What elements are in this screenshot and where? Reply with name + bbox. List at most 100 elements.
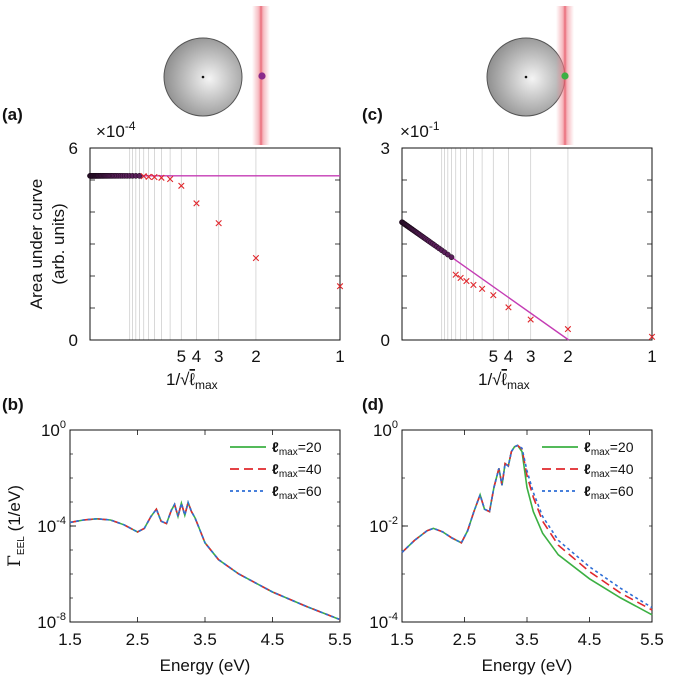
x-tick-label: 4.5 [578, 630, 602, 649]
crosses-a [140, 172, 344, 290]
data-cross [527, 316, 534, 323]
data-cross [463, 277, 470, 285]
data-cross [648, 333, 656, 340]
legend-label: ℓmax=20 [272, 439, 322, 458]
y-tick-label-0: 0 [69, 331, 78, 350]
legend-label: ℓmax=20 [584, 439, 634, 458]
x-tick-label: 3.5 [515, 630, 539, 649]
y-tick-label: 10-8 [37, 611, 66, 632]
series-line [69, 499, 341, 621]
y-tick-label-3: 3 [381, 139, 390, 158]
data-cross [457, 274, 464, 282]
legend-label: ℓmax=60 [584, 483, 634, 502]
y-tick-label-6: 6 [69, 139, 78, 158]
legend-d: ℓmax=20 ℓmax=40 ℓmax=60 [542, 439, 634, 502]
beam-dot-c [561, 72, 569, 80]
x-tick-label: 3 [526, 347, 535, 366]
svg-text:ΓEEL (1/eV): ΓEEL (1/eV) [5, 485, 27, 567]
y-multiplier-a: ×10-4 [96, 119, 136, 141]
crosses-c [452, 271, 656, 340]
y-tick-label: 10-2 [369, 515, 398, 536]
legend-label: ℓmax=40 [272, 461, 322, 480]
panel-letter-c: (c) [362, 105, 383, 124]
inset-a [163, 6, 270, 145]
beam-dot-a [258, 72, 266, 80]
series-line [401, 444, 653, 611]
x-tick-label: 4.5 [261, 630, 285, 649]
panel-letter-d: (d) [362, 395, 384, 414]
svg-text:Area under curve: Area under curve [27, 179, 46, 309]
dots-a [87, 172, 143, 179]
x-tick-label: 4 [504, 347, 513, 366]
series-lines-d [401, 444, 653, 616]
x-tick-label: 5.5 [328, 630, 352, 649]
dots-c [399, 219, 455, 261]
x-tick-label: 2 [251, 347, 260, 366]
x-tick-label: 2 [563, 347, 572, 366]
x-axis-label-a: 1/√ℓmax [166, 370, 218, 392]
series-line [69, 499, 341, 621]
data-cross [490, 292, 497, 299]
x-axis-label-c: 1/√ℓmax [478, 370, 530, 392]
y-tick-label: 100 [373, 419, 398, 440]
data-cross [564, 325, 572, 333]
gridlines-c [441, 148, 653, 340]
data-dot [448, 254, 455, 261]
data-cross [470, 281, 477, 289]
data-cross [336, 283, 344, 290]
x-tick-label: 5 [489, 347, 498, 366]
ticks-d: 1.5 2.5 3.5 4.5 5.5 100 10-2 10-4 [369, 419, 664, 649]
data-cross [140, 172, 147, 180]
x-axis-label-b: Energy (eV) [160, 656, 251, 675]
panel-letter-a: (a) [2, 105, 23, 124]
inset-c [486, 6, 574, 145]
x-tick-label: 1.5 [390, 630, 414, 649]
data-cross [166, 175, 174, 183]
series-lines-b [69, 499, 341, 621]
y-ticks-c [402, 147, 652, 341]
x-tick-label: 1.5 [58, 630, 82, 649]
data-cross [478, 285, 486, 292]
x-tick-label: 2.5 [126, 630, 150, 649]
y-axis-label-b: ΓEEL (1/eV) [5, 485, 27, 567]
x-tick-label: 1 [335, 347, 344, 366]
series-line [401, 444, 653, 609]
data-cross [178, 182, 185, 189]
data-cross [505, 304, 512, 311]
y-tick-label: 10-4 [369, 611, 398, 632]
x-tick-label: 1 [647, 347, 656, 366]
y-tick-label: 100 [41, 419, 66, 440]
panel-letter-b: (b) [2, 395, 24, 414]
plot-frame-b [69, 429, 341, 623]
x-tick-label: 5 [177, 347, 186, 366]
legend-label: ℓmax=40 [584, 461, 634, 480]
data-cross [452, 271, 459, 278]
y-tick-label: 10-4 [37, 515, 66, 536]
x-tick-label: 3 [214, 347, 223, 366]
sphere-center-a [201, 75, 205, 79]
data-cross [215, 220, 222, 227]
legend-b: ℓmax=20 ℓmax=40 ℓmax=60 [230, 439, 322, 502]
x-tick-label: 3.5 [193, 630, 217, 649]
data-cross [158, 174, 165, 181]
ticks-b: 1.5 2.5 3.5 4.5 5.5 100 10-4 10-8 [37, 419, 352, 649]
data-cross [252, 254, 260, 262]
y-axis-label-a: Area under curve (arb. units) [27, 179, 68, 309]
legend-label: ℓmax=60 [272, 483, 322, 502]
y-ticks-a [90, 147, 340, 341]
svg-text:(arb. units): (arb. units) [49, 203, 68, 284]
data-dot [136, 172, 143, 179]
data-cross [193, 200, 200, 207]
sphere-center-c [524, 75, 528, 79]
y-multiplier-c: ×10-1 [400, 119, 440, 141]
y-tick-label-0c: 0 [381, 331, 390, 350]
data-cross [151, 173, 158, 181]
x-axis-label-d: Energy (eV) [482, 656, 573, 675]
